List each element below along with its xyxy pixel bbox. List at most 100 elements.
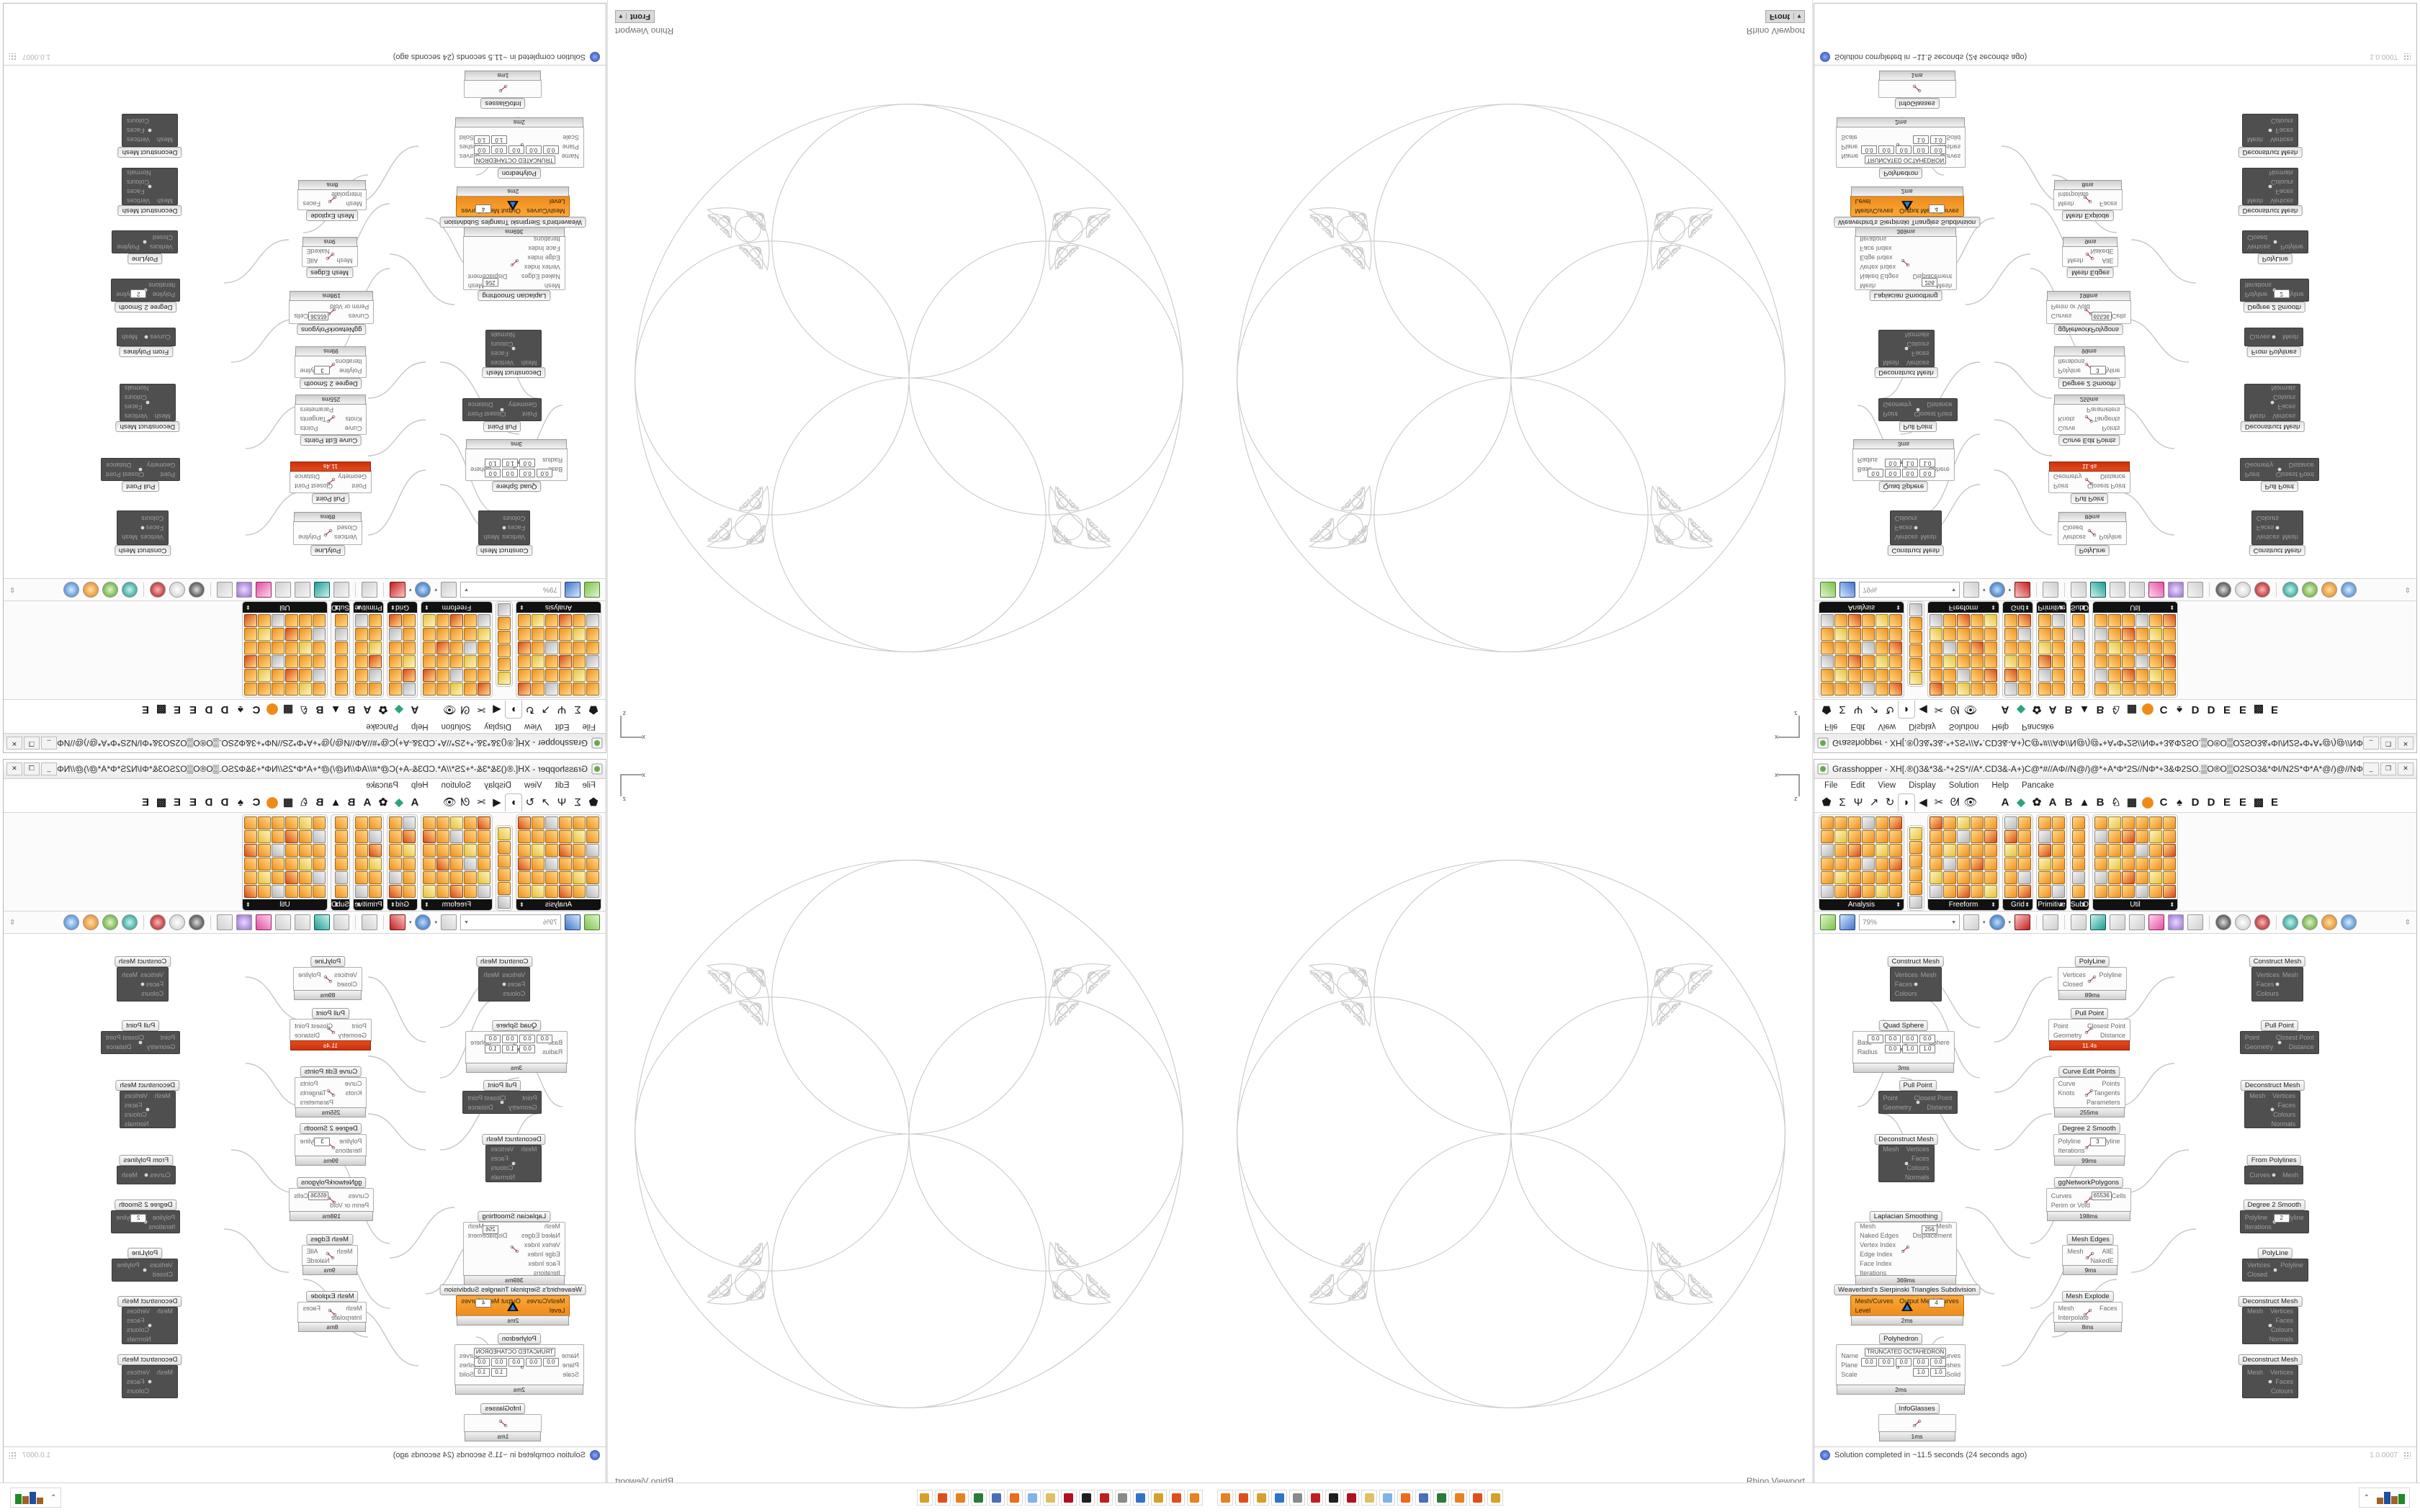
menu-item-display[interactable]: Display bbox=[484, 722, 511, 731]
gh-output-port[interactable]: Colours bbox=[2273, 1110, 2296, 1118]
component-icon[interactable] bbox=[1834, 628, 1847, 641]
component-icon[interactable] bbox=[2122, 844, 2136, 857]
component-icon[interactable] bbox=[1834, 614, 1847, 627]
gh-input-port[interactable]: Face Index bbox=[1860, 245, 1892, 253]
gh-node-field-value[interactable]: 0.0 bbox=[490, 1357, 507, 1367]
gh-node-curve-edit-points[interactable]: Curve Edit Points Curve Knots Points Tangent… bbox=[295, 394, 367, 446]
system-tray-left[interactable]: ⌃ bbox=[10, 1488, 62, 1508]
gh-node-body[interactable]: Point Geometry Closest Point Distance bbox=[1878, 398, 1958, 421]
gh-node-body[interactable]: Name Plane Scale Curves Meshes Solid TRUNCATED… bbox=[454, 117, 584, 168]
component-icon[interactable] bbox=[2072, 871, 2085, 884]
menu-item-edit[interactable]: Edit bbox=[1850, 722, 1865, 731]
component-icon[interactable] bbox=[518, 830, 531, 843]
menu-item-display[interactable]: Display bbox=[1909, 781, 1936, 790]
document-icon[interactable] bbox=[294, 582, 310, 598]
save-file-icon[interactable] bbox=[565, 582, 581, 598]
crossed-lines-icon[interactable] bbox=[2187, 582, 2204, 598]
component-icon[interactable] bbox=[1821, 655, 1834, 668]
component-icon[interactable] bbox=[2122, 830, 2136, 843]
gh-node-inputs[interactable]: Mesh bbox=[157, 169, 173, 204]
gh-node-body[interactable]: Vertices Closed Polyline 89ms bbox=[293, 511, 362, 545]
component-icon[interactable] bbox=[369, 669, 382, 682]
rhino-viewport[interactable]: x z Rhino Viewport Front ▼ bbox=[607, 0, 1210, 756]
grasshopper-menubar[interactable]: File Edit View Display Solution Help Pancake bbox=[4, 720, 606, 733]
chevron-down-icon[interactable]: ▾ bbox=[1983, 587, 1986, 592]
component-icon[interactable] bbox=[1971, 614, 1984, 627]
component-icon[interactable] bbox=[257, 816, 271, 829]
component-icon[interactable] bbox=[545, 830, 558, 843]
component-icon[interactable] bbox=[2072, 885, 2085, 898]
gh-node-from-polylines[interactable]: From Polylines Curves Mesh bbox=[2244, 328, 2304, 357]
gh-output-port[interactable]: Colours bbox=[2270, 1387, 2293, 1395]
panel-group-sep1[interactable] bbox=[496, 825, 513, 911]
gh-node-field-value[interactable]: 0.0 bbox=[1884, 1044, 1901, 1053]
ribbon-category-1[interactable]: ◆ bbox=[395, 796, 403, 809]
component-icon[interactable] bbox=[1834, 816, 1847, 829]
taskbar-floppy-icon[interactable] bbox=[935, 1490, 951, 1506]
component-icon[interactable] bbox=[284, 844, 298, 857]
ribbon-category-2[interactable]: ✿ bbox=[378, 703, 388, 716]
ribbon-tab-1[interactable]: Σ bbox=[574, 703, 581, 716]
gh-node-body[interactable]: Vertices Faces Colours Mesh bbox=[1889, 510, 1942, 545]
gh-node-outputs[interactable]: Vertices Faces Colours Normals bbox=[2272, 1092, 2296, 1128]
menu-item-help[interactable]: Help bbox=[1991, 722, 2009, 731]
panel-group-primitive[interactable]: Primitive ⬍ bbox=[2036, 601, 2067, 698]
gh-node-degree-2-smooth-2[interactable]: Degree 2 Smooth Polyline Iterations Polylin… bbox=[111, 278, 181, 312]
gh-input-port[interactable]: Knots bbox=[2058, 415, 2075, 423]
ribbon-category-10[interactable]: C bbox=[2159, 796, 2168, 809]
sphere-red-icon[interactable] bbox=[2254, 914, 2271, 930]
gh-node-inputs[interactable]: Mesh bbox=[337, 248, 353, 264]
gh-output-port[interactable]: Points bbox=[300, 1080, 318, 1088]
taskbar-firefox-icon[interactable] bbox=[1451, 1490, 1467, 1506]
gh-input-port[interactable]: Vertices bbox=[333, 971, 357, 978]
gh-output-port[interactable]: Normals bbox=[2271, 1120, 2296, 1128]
component-icon[interactable] bbox=[2018, 816, 2031, 829]
component-icon[interactable] bbox=[312, 816, 326, 829]
gh-output-port[interactable]: Curves bbox=[1940, 1351, 1961, 1359]
gh-node-polyline-2[interactable]: PolyLine Vertices Closed Polyline bbox=[112, 1247, 179, 1282]
gh-node-field-value[interactable]: 0.0 bbox=[537, 1034, 553, 1043]
menu-item-help[interactable]: Help bbox=[411, 722, 429, 731]
gh-output-port[interactable]: Normals bbox=[127, 1336, 151, 1344]
component-icon[interactable] bbox=[2163, 683, 2177, 696]
gh-node-inputs[interactable]: Vertices Closed bbox=[334, 524, 357, 541]
component-icon[interactable] bbox=[2108, 669, 2122, 682]
component-icon[interactable] bbox=[1862, 628, 1875, 641]
taskbar-rhino-icon[interactable] bbox=[1133, 1490, 1149, 1506]
panel-pin-icon[interactable]: ⬍ bbox=[2025, 901, 2030, 908]
gh-node-body[interactable]: Mesh Vertices Faces Colours Normals bbox=[2241, 168, 2298, 206]
gh-node-inputs[interactable]: Point Geometry bbox=[2245, 1034, 2274, 1050]
gh-output-port[interactable]: Points bbox=[2102, 1080, 2120, 1088]
gh-node-outputs[interactable]: Mesh bbox=[2282, 1171, 2298, 1179]
component-icon[interactable] bbox=[312, 655, 326, 668]
gh-output-port[interactable]: Polyline bbox=[2281, 1213, 2304, 1221]
gh-input-port[interactable]: Iterations bbox=[2244, 1223, 2272, 1230]
component-icon[interactable] bbox=[403, 655, 416, 668]
component-icon[interactable] bbox=[298, 642, 312, 654]
gh-input-port[interactable]: Polyline bbox=[2058, 1137, 2081, 1145]
component-icon[interactable] bbox=[2094, 885, 2108, 898]
panel-pin-icon[interactable]: ⬍ bbox=[2058, 604, 2063, 611]
gh-output-port[interactable]: Mesh bbox=[2282, 333, 2299, 341]
gh-node-body[interactable]: Polyline Iterations Polyline 2 bbox=[2239, 1210, 2309, 1234]
menu-item-solution[interactable]: Solution bbox=[1948, 722, 1979, 731]
component-icon[interactable] bbox=[271, 655, 284, 668]
sphere-white-icon[interactable] bbox=[169, 914, 185, 930]
component-icon[interactable] bbox=[2038, 642, 2051, 654]
menu-item-help[interactable]: Help bbox=[1991, 781, 2009, 790]
gh-node-body[interactable]: Curves Perim or Void Cells 65536 198ms bbox=[2045, 1188, 2131, 1222]
gh-node-fields[interactable]: 0.0 0.0 0.0 0.0 0.0 1.0 1.0 bbox=[1866, 1034, 1935, 1053]
component-icon[interactable] bbox=[559, 628, 572, 641]
component-icon[interactable] bbox=[586, 614, 599, 627]
component-icon[interactable] bbox=[271, 669, 284, 682]
panel-icon-grid[interactable] bbox=[421, 613, 492, 697]
gh-node-inputs[interactable]: Polyline Iterations bbox=[335, 1138, 362, 1154]
gh-node-fields[interactable]: 256 bbox=[1922, 1225, 1938, 1234]
component-icon[interactable] bbox=[2108, 816, 2122, 829]
component-icon[interactable] bbox=[2136, 683, 2149, 696]
gh-node-outputs[interactable]: Vertices Faces Colours bbox=[2270, 1369, 2293, 1395]
component-icon[interactable] bbox=[1848, 655, 1861, 668]
gh-node-field-value[interactable]: 2 bbox=[130, 1214, 147, 1223]
component-icon[interactable] bbox=[586, 816, 599, 829]
component-icon[interactable] bbox=[2163, 858, 2177, 870]
